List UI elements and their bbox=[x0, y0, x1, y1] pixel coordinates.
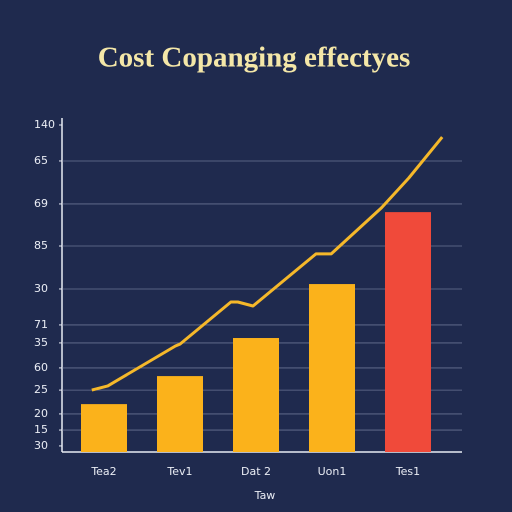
y-tick-label: 60 bbox=[34, 361, 48, 374]
bar bbox=[233, 338, 279, 452]
y-tick-label: 25 bbox=[34, 383, 48, 396]
x-tick-label: Tev1 bbox=[166, 465, 192, 478]
y-tick-label: 140 bbox=[34, 118, 55, 131]
x-tick-label: Dat 2 bbox=[241, 465, 271, 478]
x-tick-label: Tes1 bbox=[395, 465, 420, 478]
x-tick-label: Tea2 bbox=[90, 465, 116, 478]
y-tick-label: 65 bbox=[34, 154, 48, 167]
y-tick-label: 69 bbox=[34, 197, 48, 210]
bar bbox=[81, 404, 127, 452]
trend-line bbox=[91, 136, 444, 392]
chart-title: Cost Copanging effectyes bbox=[98, 42, 411, 74]
y-tick-label: 15 bbox=[34, 423, 48, 436]
y-tick-label: 71 bbox=[34, 318, 48, 331]
x-tick-label: Uon1 bbox=[318, 465, 347, 478]
y-tick-label: 85 bbox=[34, 239, 48, 252]
bar bbox=[157, 376, 203, 452]
x-axis-label: Taw bbox=[254, 489, 276, 502]
y-tick-label: 20 bbox=[34, 407, 48, 420]
bar bbox=[385, 212, 431, 452]
y-tick-label: 30 bbox=[34, 282, 48, 295]
y-tick-label: 30 bbox=[34, 439, 48, 452]
bar bbox=[309, 284, 355, 452]
y-tick-label: 35 bbox=[34, 336, 48, 349]
